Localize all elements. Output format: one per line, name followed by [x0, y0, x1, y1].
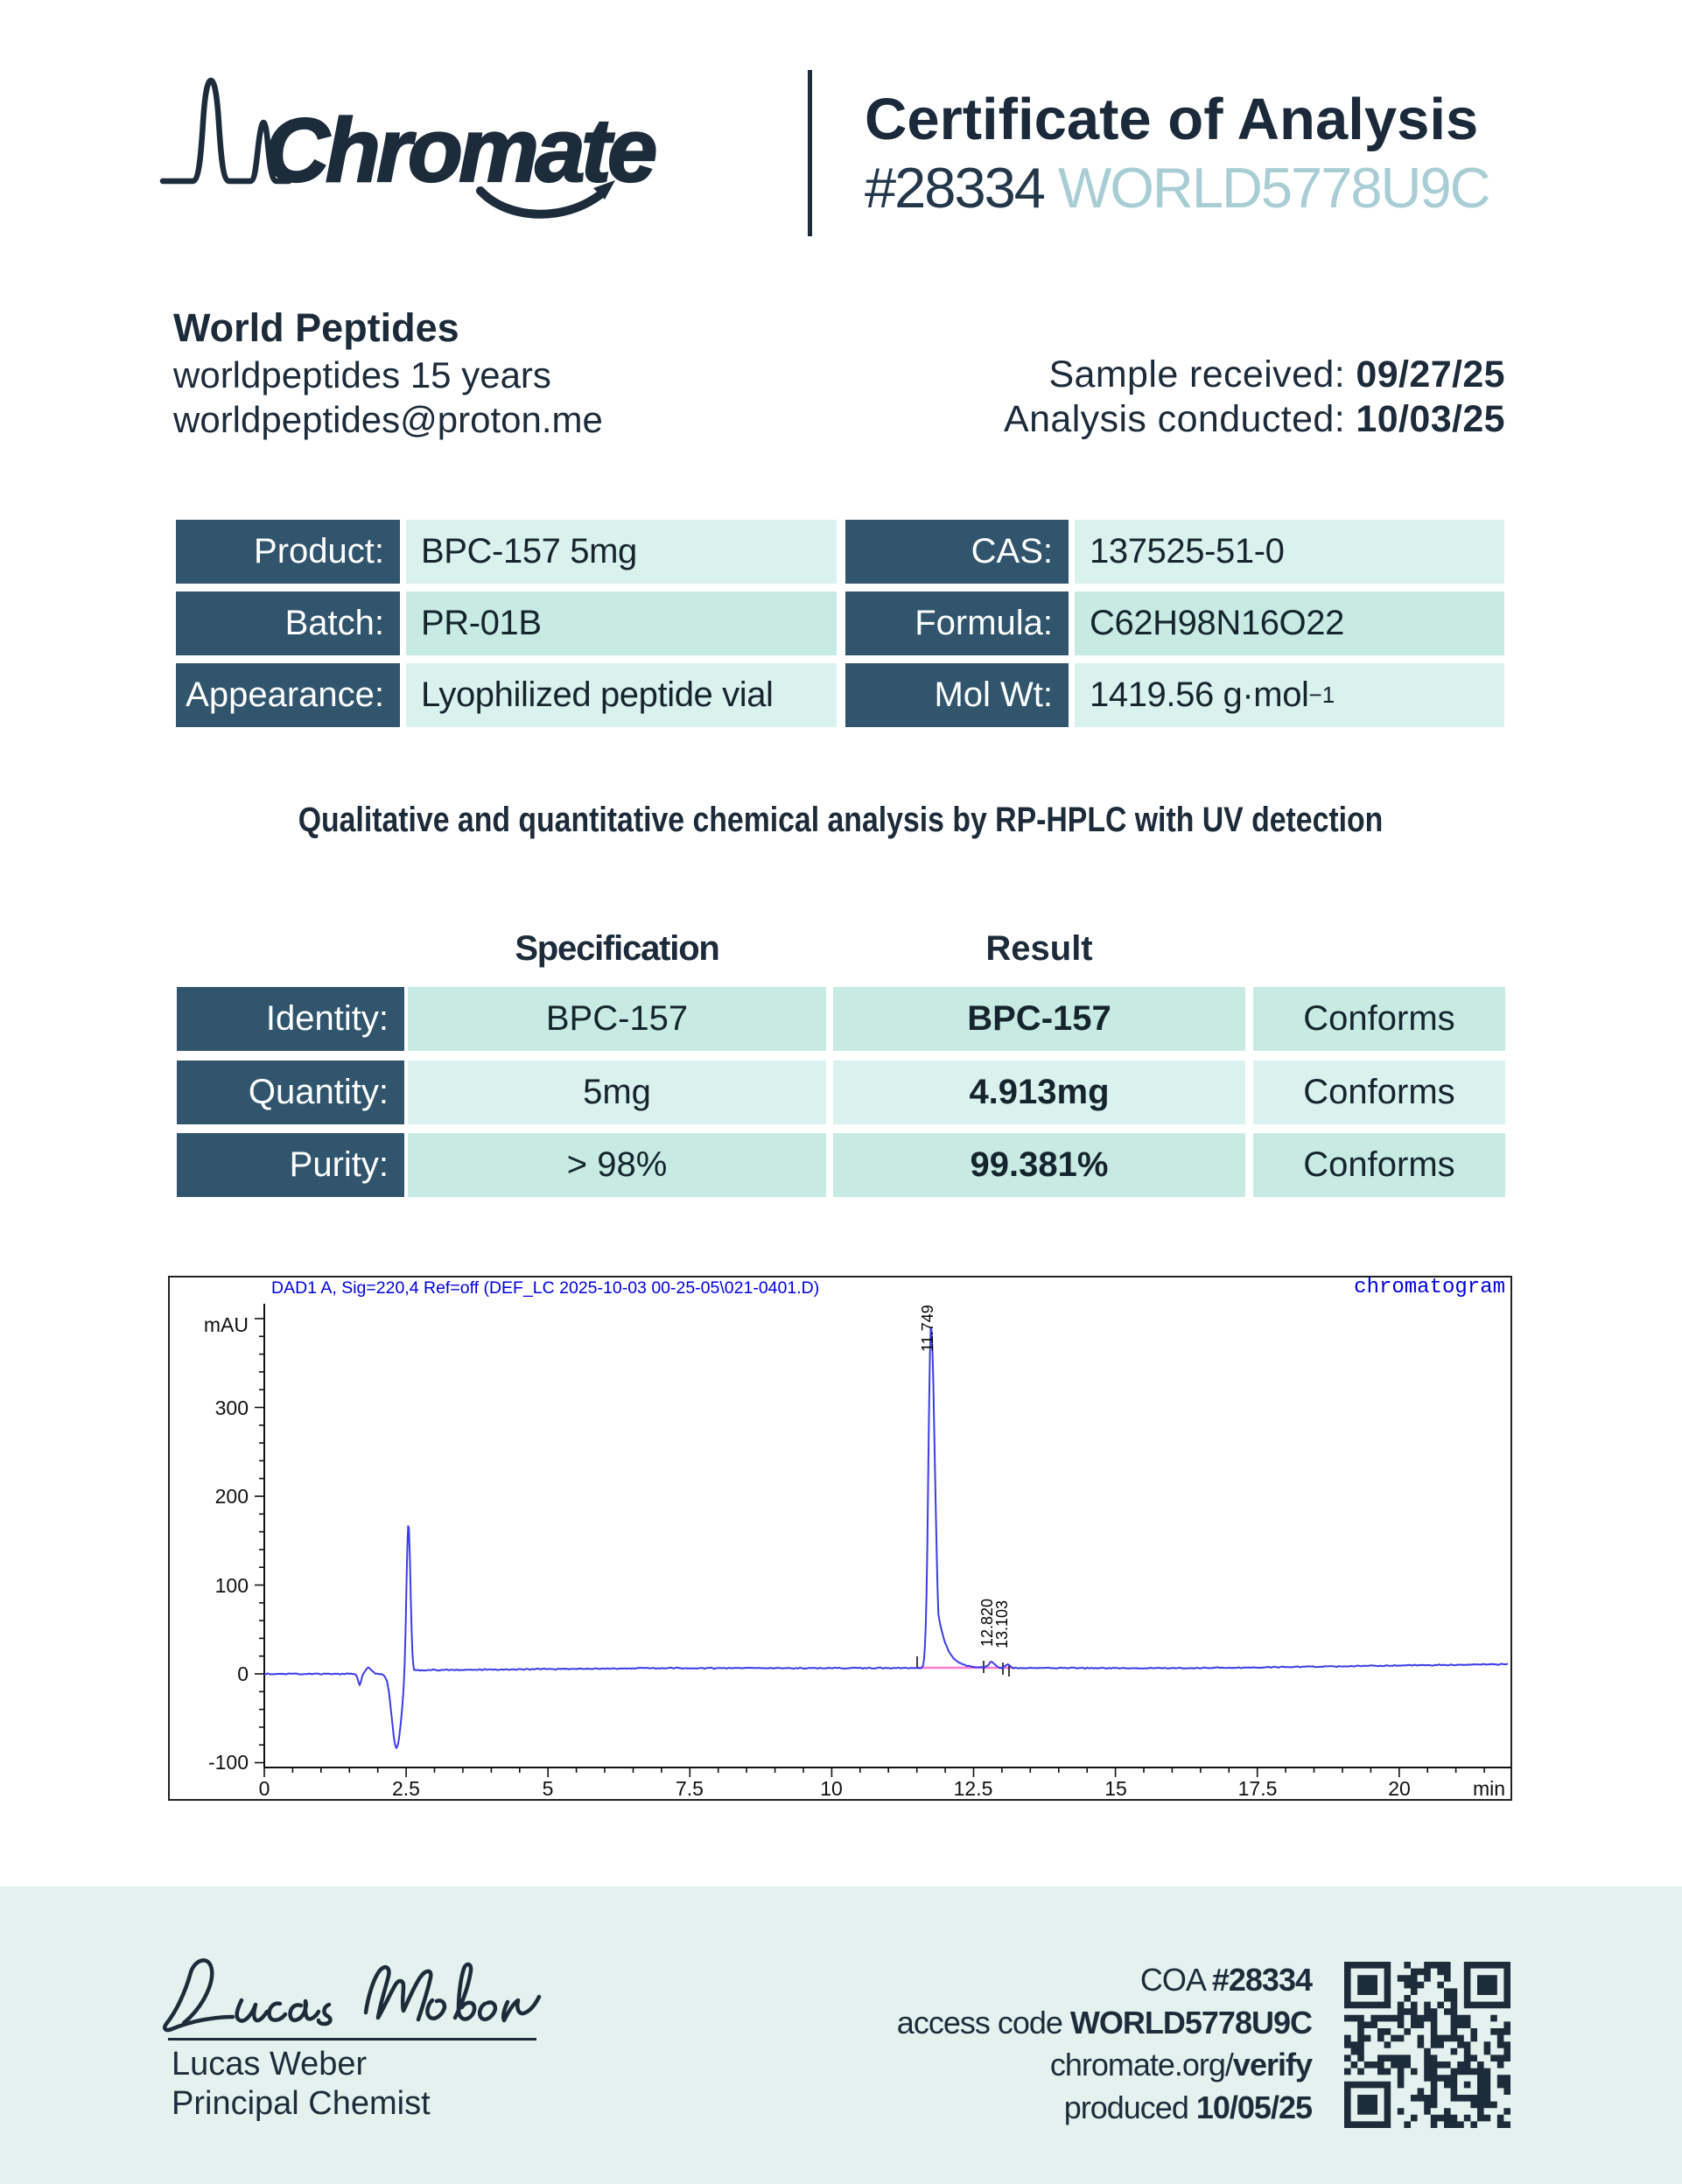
svg-text:DAD1 A, Sig=220,4 Ref=off (DEF: DAD1 A, Sig=220,4 Ref=off (DEF_LC 2025-1… [271, 1278, 819, 1298]
svg-text:7.5: 7.5 [676, 1777, 704, 1800]
svg-text:5: 5 [543, 1777, 554, 1800]
svg-text:-100: -100 [208, 1751, 249, 1774]
svg-text:20: 20 [1388, 1777, 1411, 1800]
svg-text:chromatogram: chromatogram [1354, 1276, 1505, 1299]
svg-text:12.820: 12.820 [978, 1599, 996, 1647]
svg-text:11.749: 11.749 [919, 1305, 936, 1352]
svg-text:200: 200 [215, 1485, 249, 1508]
svg-text:17.5: 17.5 [1238, 1777, 1278, 1800]
svg-text:100: 100 [215, 1574, 249, 1597]
svg-text:2.5: 2.5 [392, 1777, 420, 1800]
svg-text:0: 0 [237, 1662, 249, 1685]
svg-text:300: 300 [215, 1396, 249, 1419]
svg-text:10: 10 [820, 1777, 843, 1800]
svg-text:0: 0 [259, 1777, 270, 1800]
svg-text:13.103: 13.103 [993, 1600, 1011, 1648]
svg-text:15: 15 [1104, 1777, 1127, 1800]
svg-text:mAU: mAU [204, 1313, 249, 1336]
svg-text:12.5: 12.5 [954, 1777, 993, 1800]
svg-text:min: min [1473, 1777, 1505, 1800]
